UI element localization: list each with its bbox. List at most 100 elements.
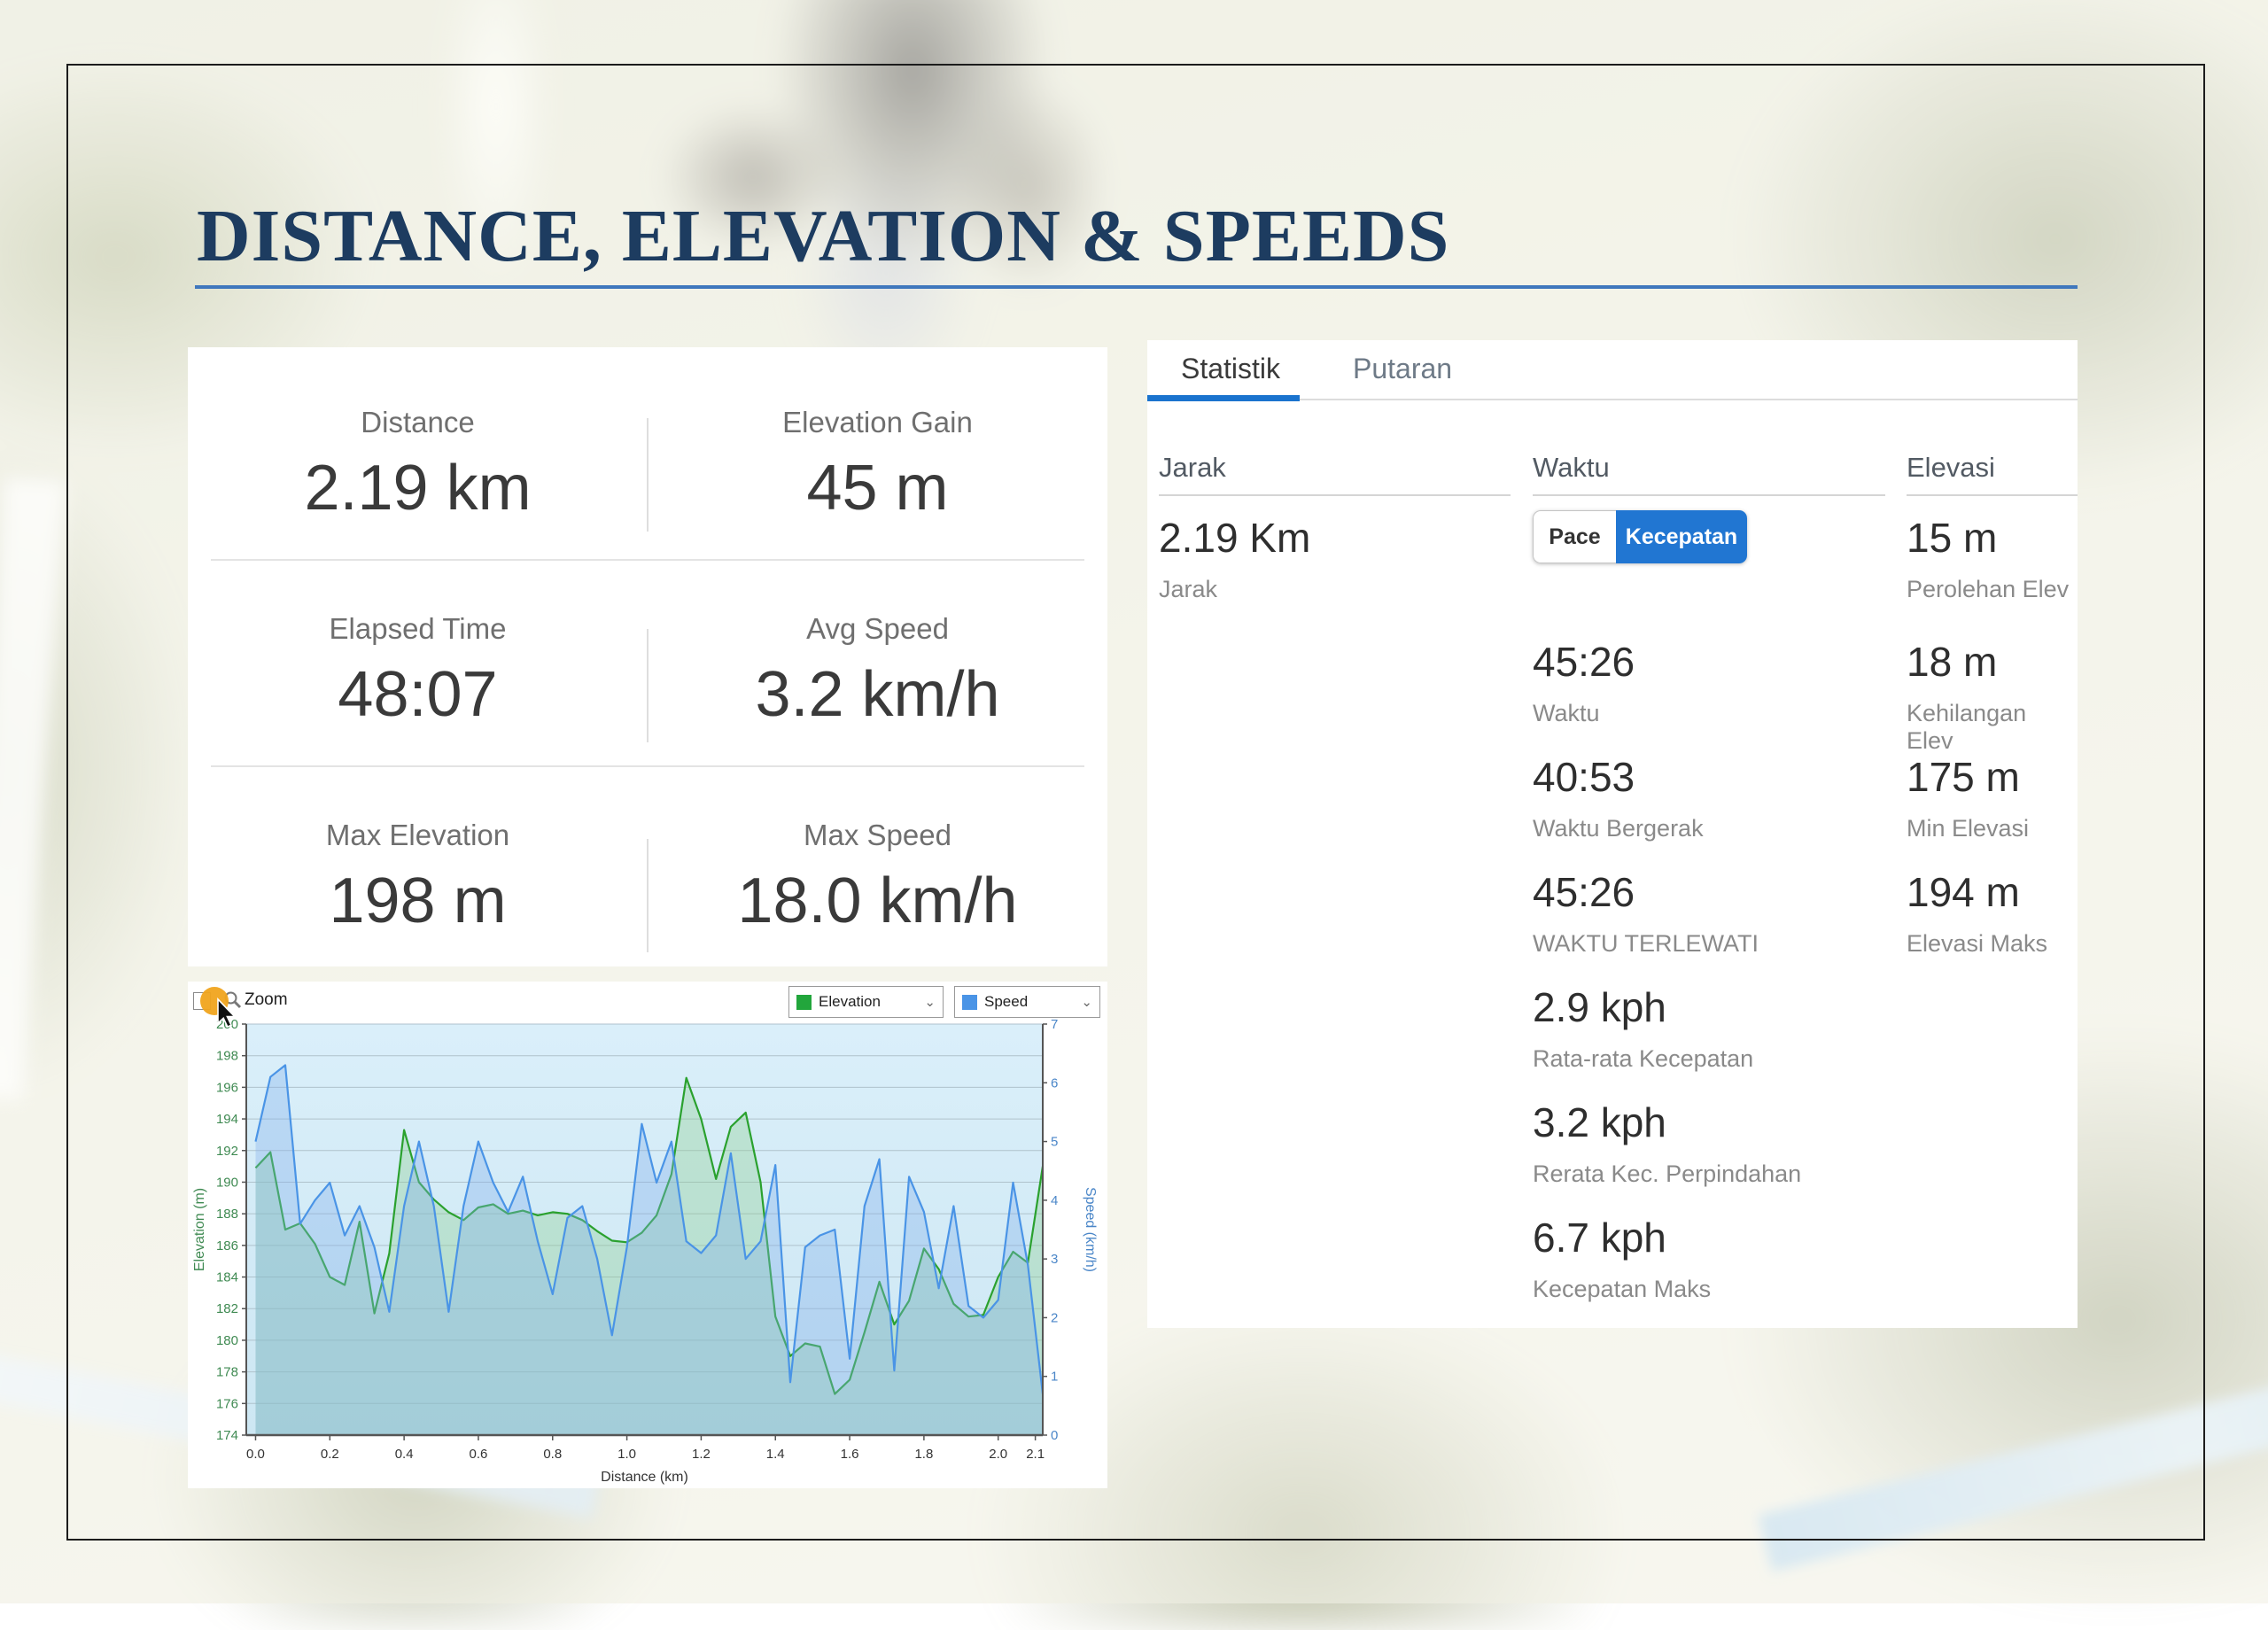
stat-label: Avg Speed	[806, 612, 949, 645]
svg-text:0.6: 0.6	[470, 1447, 488, 1462]
stat-value: 3.2 kph	[1533, 1099, 1666, 1145]
stat-value: 175 m	[1907, 754, 2020, 800]
stat-jarak: 2.19 Km Jarak	[1159, 514, 1310, 603]
stat-label: Kehilangan Elev	[1907, 700, 2027, 754]
toggle-option-kecepatan[interactable]: Kecepatan	[1616, 510, 1747, 563]
svg-text:182: 182	[216, 1301, 238, 1316]
stat-label: Max Elevation	[325, 819, 510, 851]
svg-text:1.8: 1.8	[914, 1447, 933, 1462]
stat-value: 40:53	[1533, 754, 1635, 800]
summary-stats-card: Distance 2.19 km Elevation Gain 45 m Ela…	[188, 347, 1107, 966]
stat-label: Rata-rata Kecepatan	[1533, 1045, 1754, 1072]
speed-series-select[interactable]: Speed ⌄	[954, 986, 1100, 1018]
stat-value: 15 m	[1907, 515, 1998, 561]
stat-label: Elevation Gain	[782, 406, 973, 439]
stat-elapsed-time: Elapsed Time 48:07	[188, 554, 648, 760]
stat-value: 45:26	[1533, 639, 1635, 685]
magnifier-icon[interactable]	[223, 990, 243, 1010]
column-header-waktu: Waktu	[1533, 452, 1885, 496]
svg-text:194: 194	[216, 1112, 238, 1127]
statistics-panel: Statistik Putaran Jarak Waktu Elevasi 2.…	[1147, 340, 2078, 1328]
stat-max-speed: Max Speed 18.0 km/h	[648, 760, 1107, 966]
svg-text:0.2: 0.2	[321, 1447, 339, 1462]
stat-label: Elevasi Maks	[1907, 930, 2048, 957]
stat-value: 18 m	[1907, 639, 1998, 685]
stat-kehilangan-elev: 18 m Kehilangan Elev	[1907, 638, 2078, 755]
stat-label: Kecepatan Maks	[1533, 1276, 1712, 1302]
chart-toolbar: Zoom Elevation ⌄ Speed ⌄	[188, 982, 1107, 1022]
svg-text:180: 180	[216, 1333, 238, 1348]
svg-text:0.0: 0.0	[246, 1447, 265, 1462]
row-divider	[211, 765, 1084, 767]
stat-label: Min Elevasi	[1907, 815, 2030, 842]
svg-text:0: 0	[1051, 1428, 1058, 1443]
stat-value: 18.0 km/h	[737, 865, 1018, 936]
stat-value: 2.19 km	[304, 453, 532, 524]
slide-border-frame	[66, 64, 2205, 1541]
stat-label: Waktu Bergerak	[1533, 815, 1704, 842]
panel-tabbar: Statistik Putaran	[1147, 340, 2078, 401]
column-header-elevasi: Elevasi	[1907, 452, 2078, 496]
stat-distance: Distance 2.19 km	[188, 347, 648, 554]
stat-value: 6.7 kph	[1533, 1215, 1666, 1261]
stat-label: Rerata Kec. Perpindahan	[1533, 1160, 1802, 1187]
stat-waktu-terlewati: 45:26 WAKTU TERLEWATI	[1533, 868, 1759, 958]
svg-text:0.4: 0.4	[395, 1447, 414, 1462]
stat-kecepatan-maks: 6.7 kph Kecepatan Maks	[1533, 1214, 1711, 1303]
toggle-option-pace[interactable]: Pace	[1533, 510, 1616, 563]
svg-text:5: 5	[1051, 1135, 1058, 1150]
select-value: Speed	[984, 993, 1029, 1010]
stat-max-elevation: Max Elevation 198 m	[188, 760, 648, 966]
tab-putaran[interactable]: Putaran	[1353, 353, 1453, 384]
svg-text:Elevation (m): Elevation (m)	[192, 1188, 207, 1271]
chevron-down-icon: ⌄	[924, 995, 936, 1010]
stat-perolehan-elev: 15 m Perolehan Elev	[1907, 514, 2069, 603]
stat-label: Elapsed Time	[329, 612, 507, 645]
svg-text:192: 192	[216, 1144, 238, 1159]
svg-text:1.6: 1.6	[841, 1447, 859, 1462]
stat-label: Max Speed	[804, 819, 951, 851]
select-value: Elevation	[819, 993, 881, 1010]
stat-value: 3.2 km/h	[755, 659, 1000, 730]
svg-text:2.1: 2.1	[1026, 1447, 1045, 1462]
svg-text:1: 1	[1051, 1370, 1058, 1385]
svg-text:4: 4	[1051, 1193, 1058, 1208]
column-divider	[647, 418, 649, 532]
speed-swatch-icon	[962, 994, 977, 1010]
row-divider	[211, 559, 1084, 561]
zoom-button[interactable]: Zoom	[245, 990, 288, 1009]
svg-text:184: 184	[216, 1270, 238, 1285]
column-divider	[647, 629, 649, 742]
page-title: DISTANCE, ELEVATION & SPEEDS	[197, 195, 1450, 277]
column-divider	[647, 839, 649, 952]
elevation-speed-chart-card: 174 176 178 180 182 184 186 188 190 192 194 196 198 2…	[188, 982, 1107, 1488]
stat-label: Waktu	[1533, 700, 1600, 726]
svg-text:1.4: 1.4	[766, 1447, 785, 1462]
svg-text:186: 186	[216, 1238, 238, 1254]
tab-statistik[interactable]: Statistik	[1181, 353, 1281, 384]
stat-value: 2.9 kph	[1533, 984, 1666, 1030]
svg-text:190: 190	[216, 1175, 238, 1190]
svg-text:188: 188	[216, 1207, 238, 1222]
pace-speed-toggle: Pace Kecepatan	[1533, 510, 1747, 563]
title-underline	[195, 285, 2078, 289]
stat-label: Distance	[361, 406, 475, 439]
stat-label: WAKTU TERLEWATI	[1533, 930, 1759, 957]
stat-rata-rata-kecepatan: 2.9 kph Rata-rata Kecepatan	[1533, 983, 1753, 1073]
svg-text:176: 176	[216, 1396, 238, 1411]
stat-value: 194 m	[1907, 869, 2020, 915]
zoom-checkbox[interactable]	[193, 992, 211, 1010]
chevron-down-icon: ⌄	[1081, 995, 1092, 1010]
stat-value: 198 m	[329, 865, 507, 936]
elevation-speed-chart[interactable]: 1741761781801821841861881901921941961982…	[188, 982, 1107, 1488]
stat-value: 45:26	[1533, 869, 1635, 915]
elevation-swatch-icon	[796, 994, 812, 1010]
stat-label: Jarak	[1159, 576, 1218, 602]
svg-text:178: 178	[216, 1365, 238, 1380]
svg-text:3: 3	[1051, 1252, 1058, 1267]
elevation-series-select[interactable]: Elevation ⌄	[788, 986, 944, 1018]
svg-text:6: 6	[1051, 1075, 1058, 1091]
stat-avg-speed: Avg Speed 3.2 km/h	[648, 554, 1107, 760]
active-tab-underline	[1147, 395, 1300, 401]
svg-text:2.0: 2.0	[989, 1447, 1007, 1462]
